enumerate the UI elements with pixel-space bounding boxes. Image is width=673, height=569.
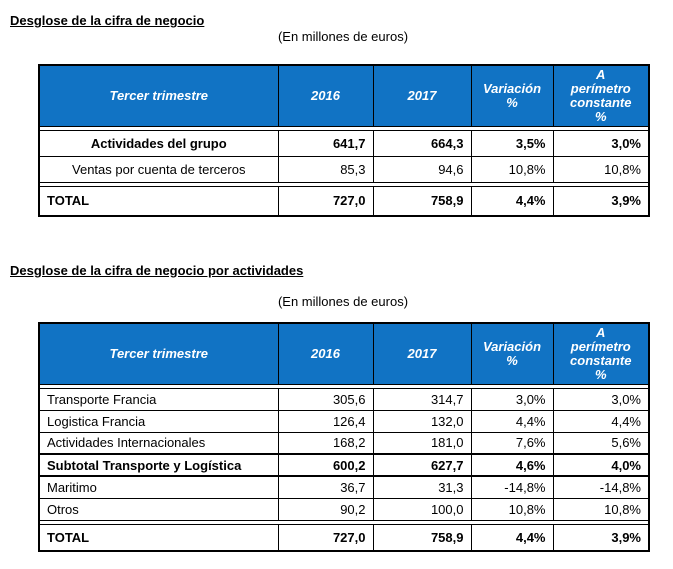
col-header-perimetro-constante: A perímetro constante % xyxy=(552,322,650,385)
cell-2017: 664,3 xyxy=(372,130,472,157)
cell-variacion: 10,8% xyxy=(470,497,554,521)
row-label: Transporte Francia xyxy=(38,387,279,411)
cell-2016: 305,6 xyxy=(277,387,374,411)
table-row: Maritimo 36,7 31,3 -14,8% -14,8% xyxy=(38,475,650,499)
col-header-perimetro-constante-text: A perímetro constante % xyxy=(570,67,632,124)
total-row: TOTAL 727,0 758,9 4,4% 3,9% xyxy=(38,186,650,216)
cell-perimetro: 10,8% xyxy=(552,497,650,521)
cell-perimetro: -14,8% xyxy=(552,475,650,499)
col-header-variacion-text: Variación % xyxy=(482,338,542,368)
cell-variacion: 4,4% xyxy=(470,409,554,433)
cell-perimetro: 4,4% xyxy=(552,409,650,433)
cell-variacion: 10,8% xyxy=(470,156,554,183)
cell-perimetro: 4,0% xyxy=(552,453,650,477)
cell-variacion: 3,0% xyxy=(470,387,554,411)
cell-2016: 727,0 xyxy=(277,186,374,216)
cell-2017: 31,3 xyxy=(372,475,472,499)
cell-2017: 94,6 xyxy=(372,156,472,183)
header-row: Tercer trimestre 2016 2017 Variación % A… xyxy=(38,322,650,385)
cell-2016: 641,7 xyxy=(277,130,374,157)
activity-table-header: Tercer trimestre 2016 2017 Variación % A… xyxy=(38,322,650,385)
cell-2016: 727,0 xyxy=(277,523,374,552)
table-row: Ventas por cuenta de terceros 85,3 94,6 … xyxy=(38,156,650,183)
table-row: Logistica Francia 126,4 132,0 4,4% 4,4% xyxy=(38,409,650,433)
cell-perimetro: 3,0% xyxy=(552,387,650,411)
cell-perimetro: 5,6% xyxy=(552,431,650,455)
cell-2017: 627,7 xyxy=(372,453,472,477)
cell-2017: 758,9 xyxy=(372,523,472,552)
cell-perimetro: 3,0% xyxy=(552,130,650,157)
cell-perimetro: 10,8% xyxy=(552,156,650,183)
col-header-perimetro-constante: A perímetro constante % xyxy=(552,64,650,127)
cell-2016: 85,3 xyxy=(277,156,374,183)
cell-perimetro: 3,9% xyxy=(552,523,650,552)
row-label: Subtotal Transporte y Logística xyxy=(38,453,279,477)
table-row: Otros 90,2 100,0 10,8% 10,8% xyxy=(38,497,650,521)
cell-variacion: 4,6% xyxy=(470,453,554,477)
table-row: Transporte Francia 305,6 314,7 3,0% 3,0% xyxy=(38,387,650,411)
col-header-2017: 2017 xyxy=(372,64,472,127)
row-label: Maritimo xyxy=(38,475,279,499)
cell-2016: 126,4 xyxy=(277,409,374,433)
cell-2017: 181,0 xyxy=(372,431,472,455)
cell-variacion: 3,5% xyxy=(470,130,554,157)
row-label: Logistica Francia xyxy=(38,409,279,433)
row-label: Otros xyxy=(38,497,279,521)
cell-2016: 36,7 xyxy=(277,475,374,499)
col-header-variacion: Variación % xyxy=(470,322,554,385)
col-header-2016: 2016 xyxy=(277,322,374,385)
row-label: TOTAL xyxy=(38,186,279,216)
cell-perimetro: 3,9% xyxy=(552,186,650,216)
col-header-2016: 2016 xyxy=(277,64,374,127)
turnover-table: Tercer trimestre 2016 2017 Variación % A… xyxy=(38,64,650,217)
header-row: Tercer trimestre 2016 2017 Variación % A… xyxy=(38,64,650,127)
cell-variacion: 4,4% xyxy=(470,186,554,216)
document-page: Desglose de la cifra de negocio (En mill… xyxy=(10,13,650,552)
col-header-variacion-text: Variación % xyxy=(482,81,542,110)
section2-units-note: (En millones de euros) xyxy=(277,293,409,309)
total-row: TOTAL 727,0 758,9 4,4% 3,9% xyxy=(38,523,650,552)
col-header-tercer-trimestre: Tercer trimestre xyxy=(38,322,279,385)
section1-units-note: (En millones de euros) xyxy=(277,29,409,44)
section1-title: Desglose de la cifra de negocio xyxy=(10,13,205,28)
subtotal-row: Subtotal Transporte y Logística 600,2 62… xyxy=(38,453,650,477)
col-header-perimetro-constante-text: A perímetro constante % xyxy=(570,324,632,382)
cell-2017: 100,0 xyxy=(372,497,472,521)
cell-variacion: 7,6% xyxy=(470,431,554,455)
cell-2017: 758,9 xyxy=(372,186,472,216)
col-header-2017: 2017 xyxy=(372,322,472,385)
cell-2016: 600,2 xyxy=(277,453,374,477)
section2-title: Desglose de la cifra de negocio por acti… xyxy=(10,262,304,278)
row-label: Actividades del grupo xyxy=(38,130,279,157)
cell-2016: 168,2 xyxy=(277,431,374,455)
cell-2017: 314,7 xyxy=(372,387,472,411)
table-row: Actividades Internacionales 168,2 181,0 … xyxy=(38,431,650,455)
cell-2017: 132,0 xyxy=(372,409,472,433)
cell-variacion: 4,4% xyxy=(470,523,554,552)
row-label: Actividades Internacionales xyxy=(38,431,279,455)
turnover-by-activity-table: Tercer trimestre 2016 2017 Variación % A… xyxy=(38,321,650,552)
cell-variacion: -14,8% xyxy=(470,475,554,499)
turnover-table-header: Tercer trimestre 2016 2017 Variación % A… xyxy=(38,64,650,127)
row-label: Ventas por cuenta de terceros xyxy=(38,156,279,183)
col-header-variacion: Variación % xyxy=(470,64,554,127)
row-label: TOTAL xyxy=(38,523,279,552)
col-header-tercer-trimestre: Tercer trimestre xyxy=(38,64,279,127)
cell-2016: 90,2 xyxy=(277,497,374,521)
table-row: Actividades del grupo 641,7 664,3 3,5% 3… xyxy=(38,130,650,157)
